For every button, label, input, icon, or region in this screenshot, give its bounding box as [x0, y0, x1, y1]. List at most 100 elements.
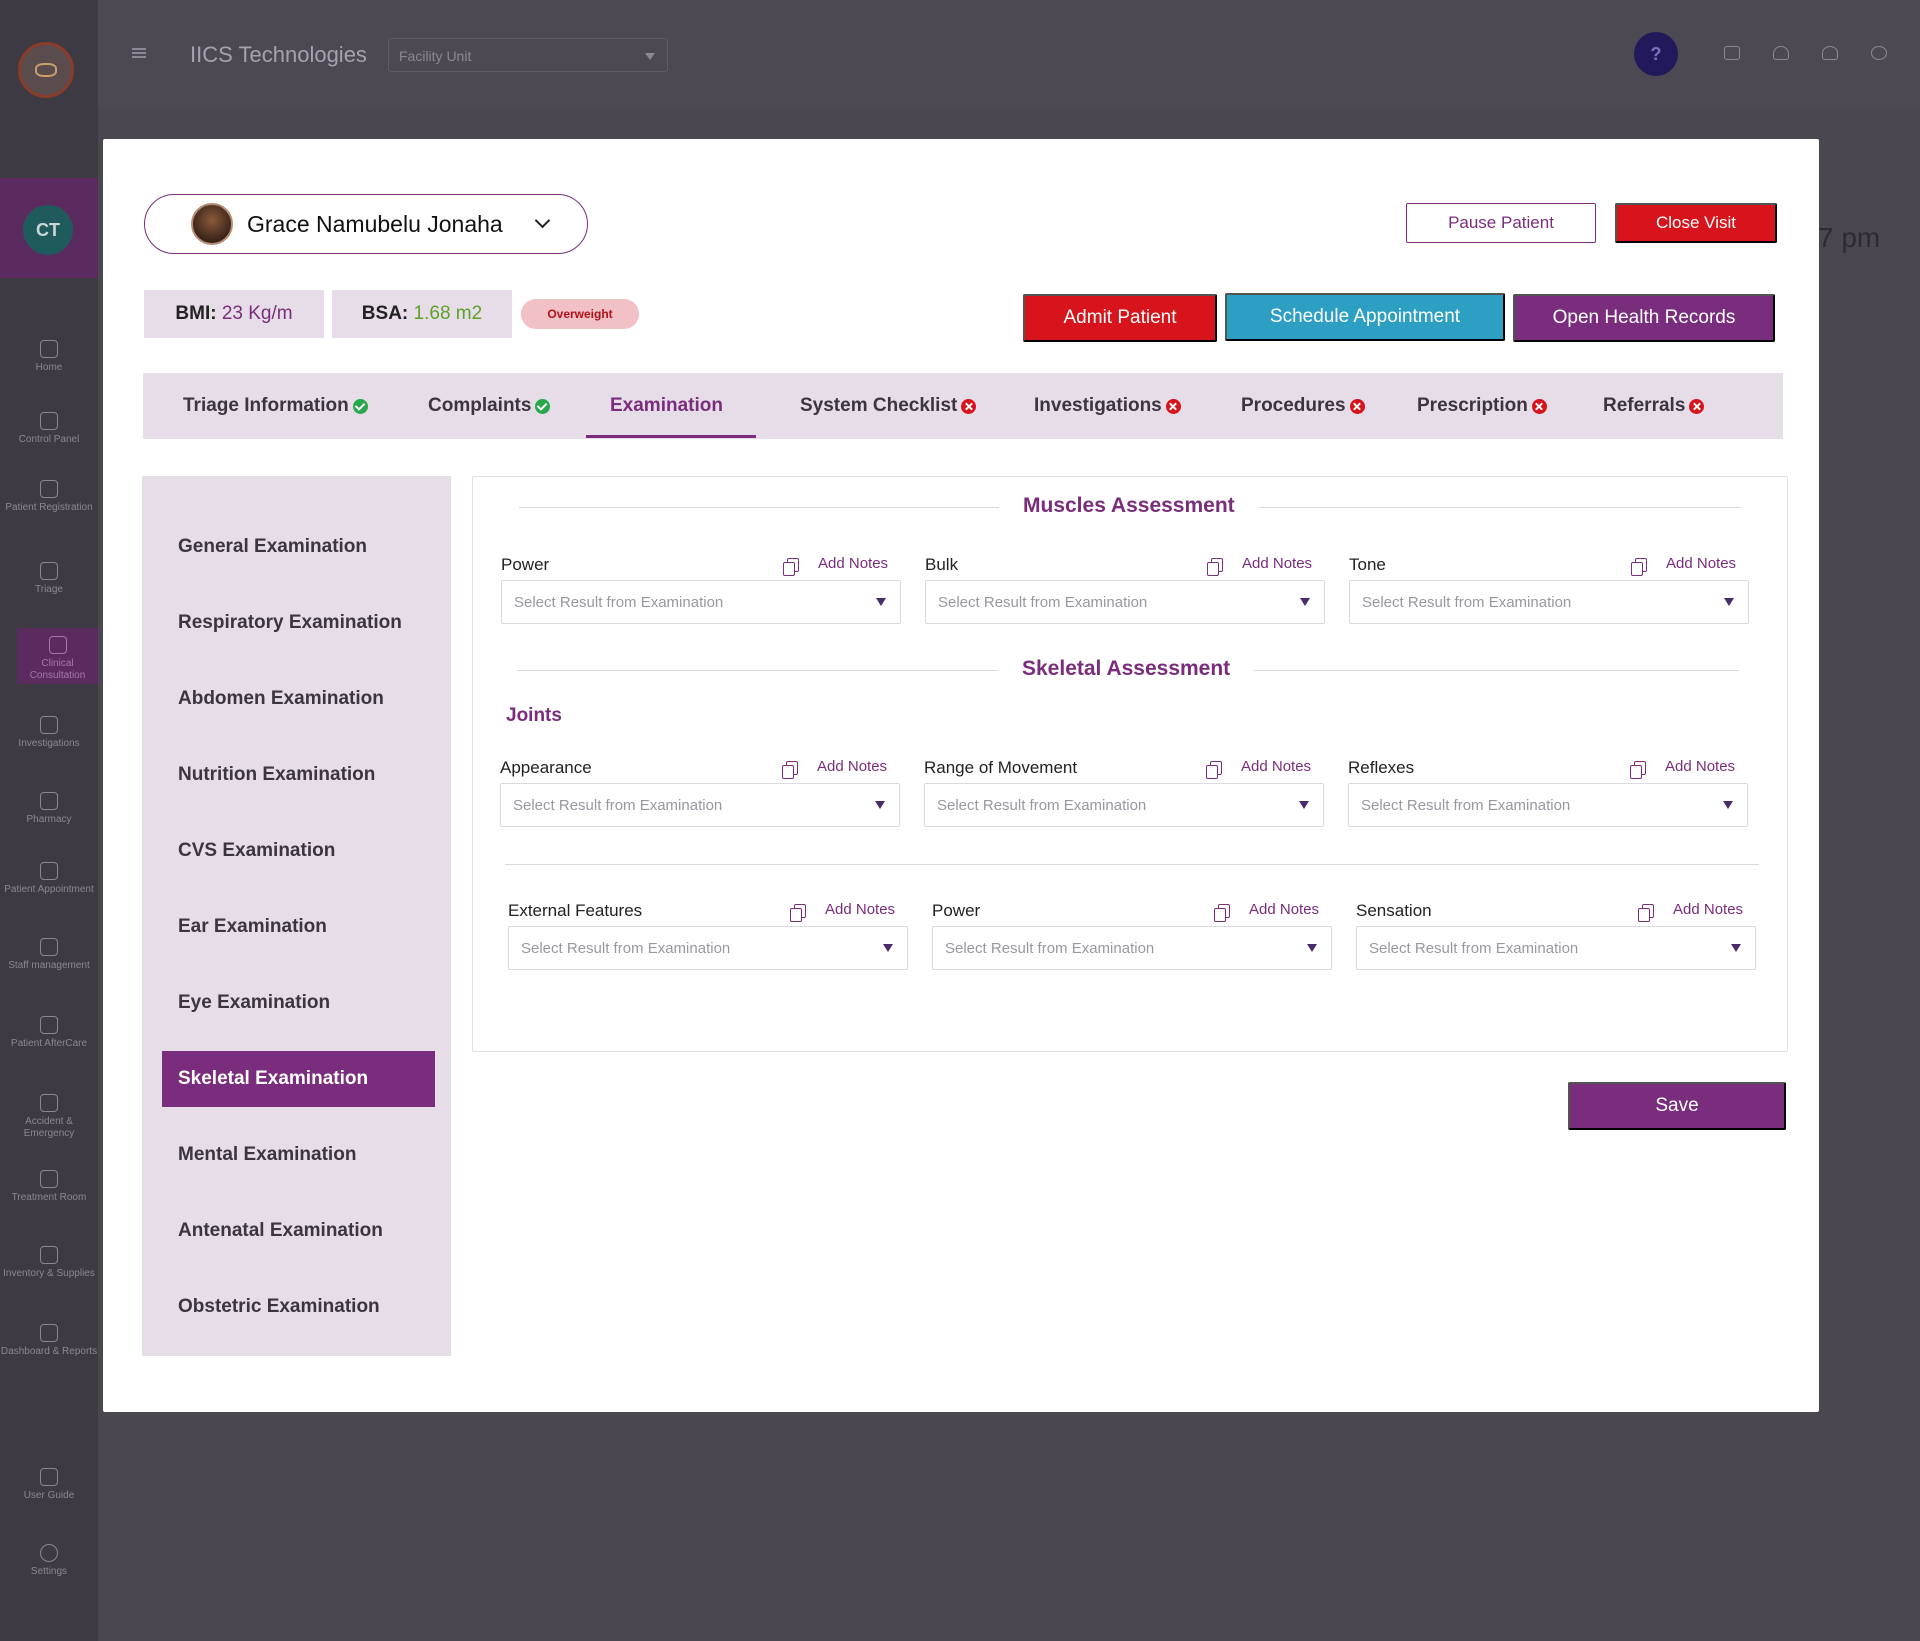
add-notes-link[interactable]: Add Notes — [817, 758, 888, 775]
chevron-down-icon — [534, 212, 551, 229]
copy-icon[interactable] — [1630, 761, 1646, 779]
tab-referrals[interactable]: Referrals — [1603, 373, 1705, 439]
power-select[interactable]: Select Result from Examination — [501, 580, 901, 624]
app-logo — [18, 42, 74, 98]
bell-icon[interactable] — [1773, 46, 1789, 60]
close-visit-button[interactable]: Close Visit — [1615, 203, 1777, 243]
reflexes-select[interactable]: Select Result from Examination — [1348, 783, 1748, 827]
open-health-records-button[interactable]: Open Health Records — [1513, 294, 1775, 342]
add-notes-link[interactable]: Add Notes — [825, 901, 896, 918]
external-features-select[interactable]: Select Result from Examination — [508, 926, 908, 970]
sidebar-item-treatment-room[interactable]: Treatment Room — [0, 1170, 98, 1204]
user-settings-icon[interactable] — [1822, 46, 1838, 60]
report-icon — [40, 1324, 58, 1342]
users-icon — [40, 480, 58, 498]
tab-procedures[interactable]: Procedures — [1241, 373, 1365, 439]
exam-item-eye[interactable]: Eye Examination — [178, 992, 331, 1013]
sidebar-item-inventory-supplies[interactable]: Inventory & Supplies — [0, 1246, 98, 1280]
add-notes-link[interactable]: Add Notes — [1249, 901, 1320, 918]
exam-item-skeletal[interactable]: Skeletal Examination — [162, 1051, 435, 1107]
copy-icon[interactable] — [1214, 904, 1230, 922]
sidebar-item-control-panel[interactable]: Control Panel — [0, 412, 98, 446]
add-notes-link[interactable]: Add Notes — [1242, 555, 1313, 572]
add-notes-link[interactable]: Add Notes — [818, 555, 889, 572]
copy-icon[interactable] — [1207, 558, 1223, 576]
tone-select[interactable]: Select Result from Examination — [1349, 580, 1749, 624]
add-notes-link[interactable]: Add Notes — [1666, 555, 1737, 572]
add-notes-link[interactable]: Add Notes — [1673, 901, 1744, 918]
exam-item-respiratory[interactable]: Respiratory Examination — [178, 612, 402, 633]
caret-down-icon — [876, 598, 886, 606]
tab-examination[interactable]: Examination — [610, 395, 723, 416]
skeletal-power-select[interactable]: Select Result from Examination — [932, 926, 1332, 970]
sidebar-item-dashboard-reports[interactable]: Dashboard & Reports — [0, 1324, 98, 1358]
pharmacy-icon — [40, 792, 58, 810]
sensation-select[interactable]: Select Result from Examination — [1356, 926, 1756, 970]
exam-item-antenatal[interactable]: Antenatal Examination — [178, 1220, 383, 1241]
help-button[interactable]: ? — [1634, 32, 1678, 76]
copy-icon[interactable] — [1638, 904, 1654, 922]
exam-item-obstetric[interactable]: Obstetric Examination — [178, 1296, 380, 1317]
bulk-select[interactable]: Select Result from Examination — [925, 580, 1325, 624]
mail-icon[interactable] — [1724, 46, 1740, 60]
add-notes-link[interactable]: Add Notes — [1665, 758, 1736, 775]
sidebar: CT Home Control Panel Patient Registrati… — [0, 0, 98, 1641]
background-time: 7 pm — [1818, 222, 1881, 253]
patient-name: Grace Namubelu Jonaha — [247, 211, 503, 237]
appearance-label: Appearance — [500, 758, 592, 777]
external-features-label: External Features — [508, 901, 643, 920]
add-notes-link[interactable]: Add Notes — [1241, 758, 1312, 775]
sidebar-item-triage[interactable]: Triage — [0, 562, 98, 596]
staff-icon — [40, 938, 58, 956]
sidebar-item-home[interactable]: Home — [0, 340, 98, 374]
exam-item-nutrition[interactable]: Nutrition Examination — [178, 764, 376, 785]
sidebar-item-clinical-consultation[interactable]: Clinical Consultation — [17, 628, 98, 684]
treatment-icon — [40, 1170, 58, 1188]
exam-item-abdomen[interactable]: Abdomen Examination — [178, 688, 384, 709]
sidebar-item-staff-management[interactable]: Staff management — [0, 938, 98, 972]
avatar[interactable]: CT — [23, 205, 73, 255]
sidebar-item-patient-appointment[interactable]: Patient Appointment — [0, 862, 98, 896]
facility-select[interactable]: Facility Unit — [388, 38, 668, 72]
tab-investigations[interactable]: Investigations — [1034, 373, 1181, 439]
sidebar-item-pharmacy[interactable]: Pharmacy — [0, 792, 98, 826]
copy-icon[interactable] — [790, 904, 806, 922]
consultation-modal: Grace Namubelu Jonaha Pause Patient Clos… — [103, 139, 1819, 1412]
menu-icon[interactable] — [132, 48, 146, 58]
exam-item-cvs[interactable]: CVS Examination — [178, 840, 336, 861]
sidebar-item-patient-registration[interactable]: Patient Registration — [0, 480, 98, 514]
admit-patient-button[interactable]: Admit Patient — [1023, 294, 1217, 342]
sidebar-item-patient-aftercare[interactable]: Patient AfterCare — [0, 1016, 98, 1050]
muscles-assessment-title: Muscles Assessment — [999, 494, 1259, 518]
appearance-select[interactable]: Select Result from Examination — [500, 783, 900, 827]
microscope-icon — [40, 716, 58, 734]
range-of-movement-select[interactable]: Select Result from Examination — [924, 783, 1324, 827]
tab-triage-information[interactable]: Triage Information — [183, 373, 368, 439]
pause-patient-button[interactable]: Pause Patient — [1406, 203, 1596, 243]
range-of-movement-label: Range of Movement — [924, 758, 1078, 777]
sidebar-item-investigations[interactable]: Investigations — [0, 716, 98, 750]
power-icon[interactable] — [1871, 46, 1887, 60]
home-icon — [40, 340, 58, 358]
caret-down-icon — [1300, 598, 1310, 606]
tab-system-checklist[interactable]: System Checklist — [800, 373, 977, 439]
copy-icon[interactable] — [782, 761, 798, 779]
error-icon — [1165, 398, 1181, 414]
exam-item-ear[interactable]: Ear Examination — [178, 916, 327, 937]
sidebar-item-user-guide[interactable]: User Guide — [0, 1468, 98, 1502]
sidebar-item-settings[interactable]: Settings — [0, 1544, 98, 1578]
tab-prescription[interactable]: Prescription — [1417, 373, 1547, 439]
copy-icon[interactable] — [783, 558, 799, 576]
bmi-metric: BMI: 23 Kg/m — [144, 290, 324, 338]
copy-icon[interactable] — [1206, 761, 1222, 779]
save-button[interactable]: Save — [1568, 1082, 1786, 1130]
copy-icon[interactable] — [1631, 558, 1647, 576]
error-icon — [961, 398, 977, 414]
emergency-icon — [40, 1094, 58, 1112]
exam-item-mental[interactable]: Mental Examination — [178, 1144, 357, 1165]
tab-complaints[interactable]: Complaints — [428, 373, 551, 439]
sidebar-item-accident-emergency[interactable]: Accident & Emergency — [0, 1094, 98, 1140]
schedule-appointment-button[interactable]: Schedule Appointment — [1225, 293, 1505, 341]
patient-selector[interactable]: Grace Namubelu Jonaha — [144, 194, 588, 254]
exam-item-general[interactable]: General Examination — [178, 536, 368, 557]
